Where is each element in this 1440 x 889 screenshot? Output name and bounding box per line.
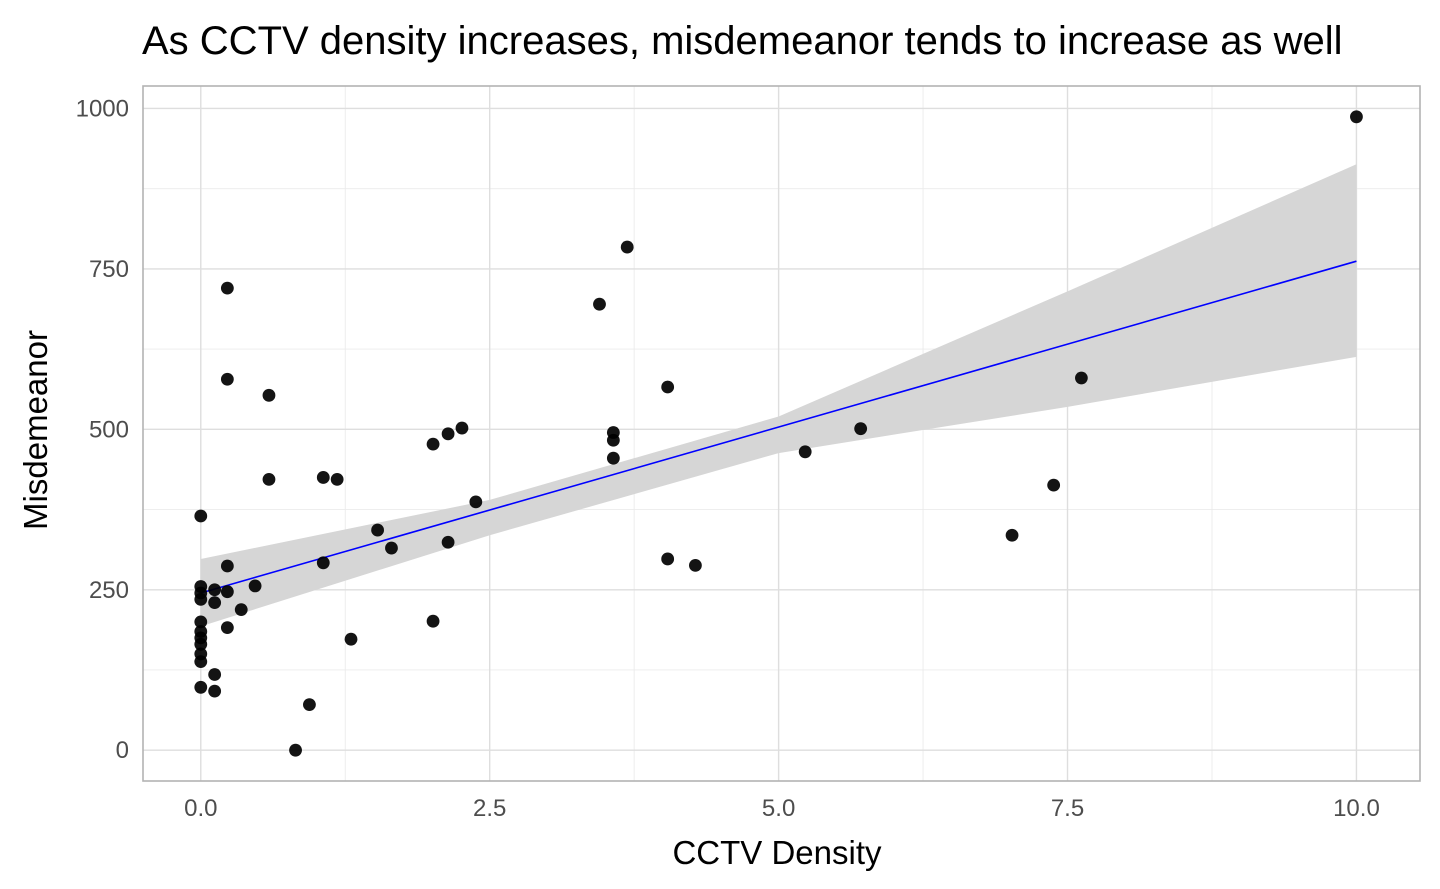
data-point [469,495,483,509]
data-point [208,596,222,609]
data-point [689,558,702,572]
x-tick-label: 7.5 [1051,795,1084,822]
major-gridlines [143,86,1420,781]
data-point [371,523,384,537]
data-point [661,552,675,566]
data-point [441,535,455,549]
x-axis-ticks: 0.0 2.5 5.0 7.5 10.0 [184,795,1380,822]
x-tick-label: 2.5 [473,795,506,822]
y-tick-label: 0 [116,737,129,764]
data-point [316,556,330,570]
x-tick-label: 10.0 [1333,795,1380,822]
data-point [426,614,440,628]
data-point [262,472,276,486]
data-point [194,509,208,523]
data-point [661,380,675,394]
minor-gridlines [143,86,1420,781]
data-point [220,585,234,599]
data-point [248,579,262,593]
data-point [194,592,208,606]
chart-title: As CCTV density increases, misdemeanor t… [142,19,1343,63]
regression-line [200,260,1357,594]
data-point [208,583,222,597]
y-tick-label: 500 [89,416,129,443]
y-tick-label: 250 [89,577,129,604]
data-point [234,603,248,617]
plot-panel-border [142,85,1421,782]
data-point [1005,528,1019,542]
data-point [1350,110,1363,124]
data-point [1074,371,1088,385]
data-point [455,421,469,435]
y-axis-ticks: 0 250 500 750 1000 [76,95,129,764]
data-point [344,632,358,646]
data-point [220,281,234,295]
x-axis-title: CCTV Density [672,834,882,871]
x-tick-label: 0.0 [184,795,217,822]
data-point [798,445,812,459]
data-point [330,472,344,486]
y-axis-title: Misdemeanor [17,330,54,530]
data-point [208,684,222,698]
data-point [262,388,276,402]
data-point [220,621,234,635]
y-tick-label: 1000 [76,95,129,122]
data-point [303,698,316,712]
x-tick-label: 5.0 [762,795,795,822]
data-point [208,668,222,681]
data-point [606,451,620,465]
data-point [220,372,234,386]
data-point [194,615,208,629]
data-point [426,437,440,451]
data-point [316,471,330,484]
y-tick-label: 750 [89,256,129,283]
data-point [194,655,208,669]
data-point [593,297,606,311]
data-points [194,110,1363,757]
data-point [854,422,868,436]
data-point [194,680,208,694]
data-point [220,559,234,573]
data-point [606,433,620,447]
data-point [289,743,302,757]
data-point [441,427,455,441]
data-point [385,541,398,555]
data-point [1047,478,1061,492]
data-point [194,637,208,651]
fit-line [200,260,1357,594]
data-point [620,240,634,254]
